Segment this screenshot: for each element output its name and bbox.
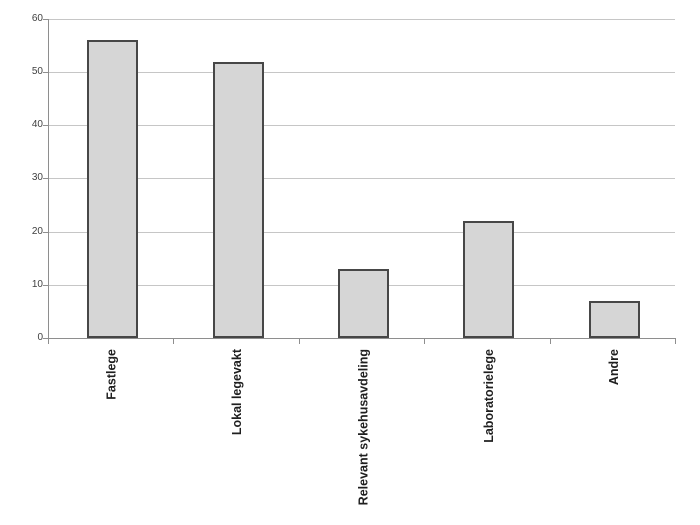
y-tick-label: 10 [31,278,43,290]
y-axis-tick [43,125,48,127]
x-category-label: Fastlege [105,349,120,400]
x-axis [48,338,676,339]
bar [463,221,515,338]
y-axis-tick [43,178,48,180]
x-axis-tick [298,339,300,344]
gridline [48,178,675,180]
y-axis-tick [43,338,48,339]
x-axis-tick [424,339,426,344]
y-axis-tick [43,72,48,74]
x-category-label: Laboratorielege [481,349,496,443]
y-axis-tick [43,231,48,233]
x-axis-tick [48,339,49,344]
bar [338,268,389,338]
gridline [48,125,675,127]
gridline [48,231,675,233]
y-tick-label: 40 [31,119,43,131]
y-axis [48,18,49,339]
y-tick-label: 50 [31,66,43,78]
x-category-label: Andre [606,349,621,386]
x-axis-tick [675,339,676,344]
gridline [48,72,675,74]
y-axis-tick [43,18,48,20]
bar [588,300,640,338]
gridline [48,18,675,20]
x-axis-tick [173,339,175,344]
y-tick-label: 0 [37,332,43,343]
y-axis-tick [43,284,48,286]
y-tick-label: 20 [31,225,43,237]
x-category-label: Lokal legevakt [230,349,245,436]
bar [212,61,264,338]
x-axis-tick [549,339,551,344]
y-tick-label: 30 [31,172,43,184]
y-tick-label: 60 [31,12,43,24]
bar [87,40,139,338]
x-category-label: Relevant sykehusavdeling [356,349,370,506]
